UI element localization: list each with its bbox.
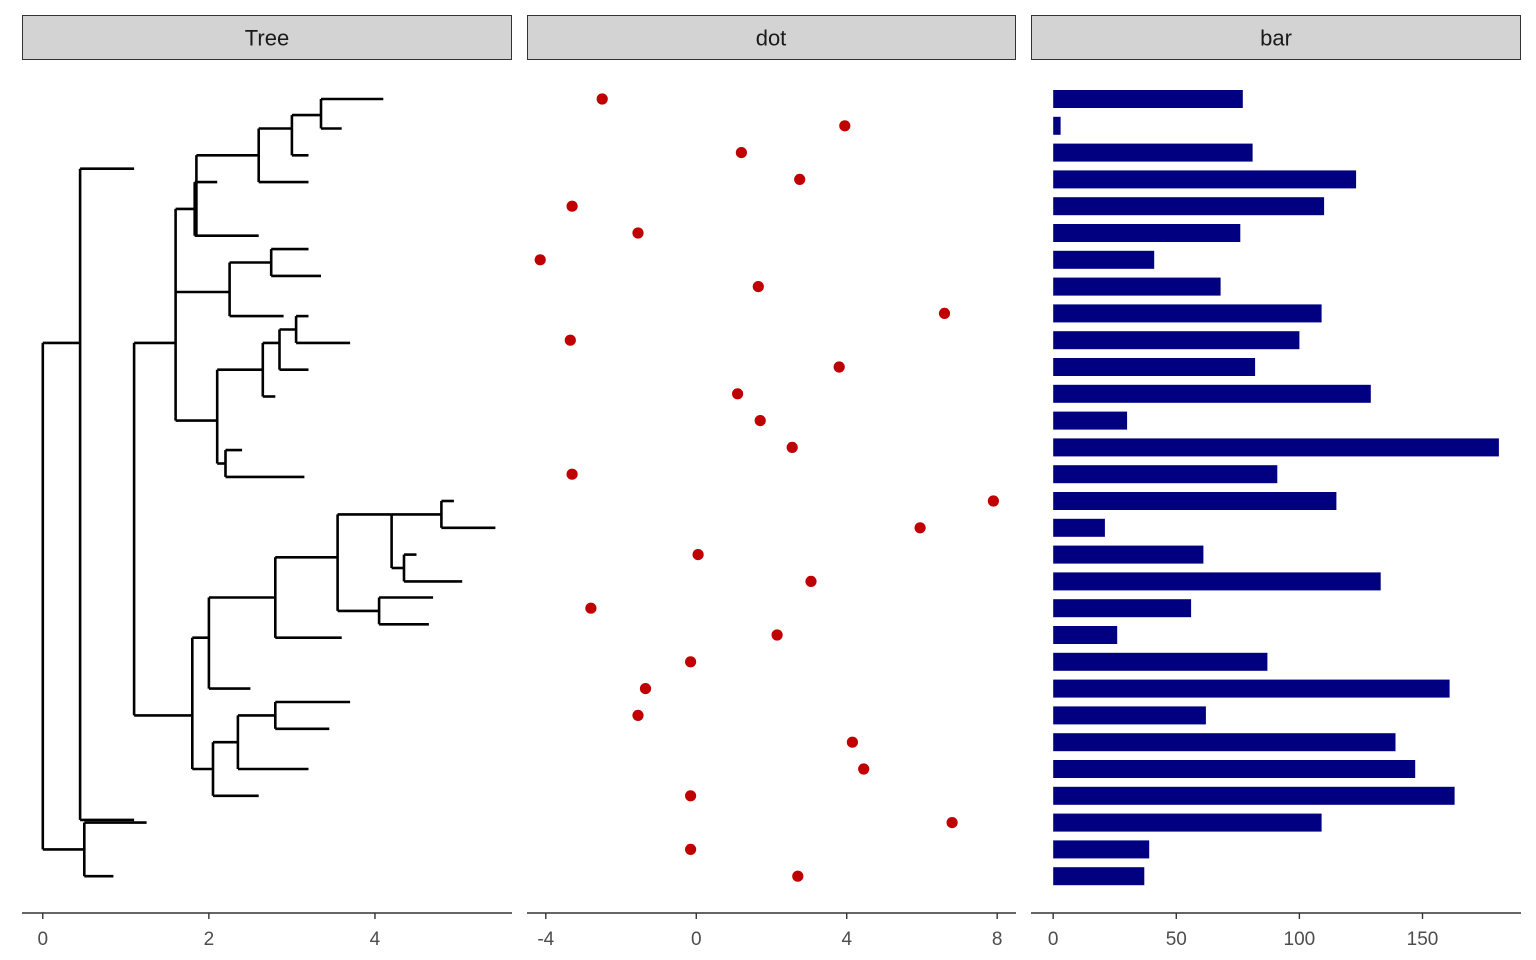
dot-tick-label: -4 [537,929,554,950]
tree-strip [22,15,512,60]
dot-point [754,415,766,427]
dot-point [685,790,697,802]
tree-tick-label: 4 [370,929,381,950]
bar-rect [1053,813,1322,832]
bar-rect [1053,143,1253,162]
bar-rect [1053,224,1241,242]
dot-point [632,227,644,239]
dot-tick-label: 0 [691,929,702,950]
tree-tick-label: 2 [204,929,215,950]
dot-x-ticks: -4 0 4 8 [537,913,1002,950]
bar-rect [1053,679,1450,698]
dot-point [792,870,804,882]
bar-rect [1053,706,1206,725]
bar-rect [1053,384,1371,403]
panel-bar: bar 0 50 100 150 [1031,15,1521,950]
bar-rect [1053,518,1105,537]
bar-rect [1053,411,1128,430]
dot-point [564,334,576,346]
dot-point [938,307,951,319]
bar-rect [1053,250,1155,269]
dot-strip-label: dot [756,26,787,51]
dot-point [632,709,644,722]
dot-points [534,93,1000,882]
dot-point [858,763,870,775]
bar-rect [1053,116,1061,135]
bar-rect [1053,277,1221,296]
tree-x-ticks: 0 2 4 [37,913,381,950]
dot-strip [527,15,1016,60]
dot-point [805,575,817,588]
dot-point [833,361,845,373]
dot-point [685,843,697,856]
dot-point [566,468,578,480]
bar-rect [1053,90,1243,108]
dot-tick-label: 4 [841,929,852,950]
dot-point [794,173,806,185]
bar-rect [1053,652,1268,671]
dot-point [732,388,744,400]
dot-point [566,200,578,212]
bar-rect [1053,197,1325,216]
dot-point [596,93,608,105]
bar-rect [1053,572,1381,591]
bar-rect [1053,840,1150,859]
bar-rect [1053,867,1145,886]
bar-rect [1053,358,1256,376]
dot-point [914,522,926,534]
dot-point [752,281,764,293]
bar-rect [1053,626,1118,644]
bar-rect [1053,465,1278,484]
dot-point [946,817,958,829]
dot-point [685,656,697,668]
dot-point [771,629,783,641]
bar-strip [1031,15,1521,60]
bar-rect [1053,492,1337,510]
tree-tick-label: 0 [37,929,48,950]
bar-tick-label: 50 [1166,929,1187,950]
dot-point [846,736,859,748]
dot-point [735,147,748,159]
bar-rect [1053,331,1300,350]
bar-rect [1053,786,1455,805]
bar-rect [1053,733,1396,752]
bar-rects [1053,90,1499,886]
dot-point [585,602,597,614]
panel-dot: dot -4 0 4 8 [527,15,1016,950]
bar-rect [1053,304,1322,323]
dot-point [786,441,798,453]
dot-point [839,120,851,132]
panel-tree: Tree 0 2 4 [22,15,512,950]
bar-rect [1053,760,1416,778]
dot-tick-label: 8 [992,929,1003,950]
dot-point [534,254,546,266]
dot-point [692,549,704,561]
bar-tick-label: 0 [1048,929,1059,950]
dot-point [987,495,1000,507]
bar-rect [1053,599,1192,618]
bar-strip-label: bar [1260,26,1292,51]
bar-rect [1053,170,1357,189]
bar-tick-label: 100 [1284,929,1316,950]
bar-x-ticks: 0 50 100 150 [1048,913,1438,950]
tree-strip-label: Tree [245,26,289,51]
tree-edges [41,97,496,878]
bar-rect [1053,438,1499,457]
bar-rect [1053,545,1204,564]
bar-tick-label: 150 [1407,929,1439,950]
dot-point [639,683,652,695]
